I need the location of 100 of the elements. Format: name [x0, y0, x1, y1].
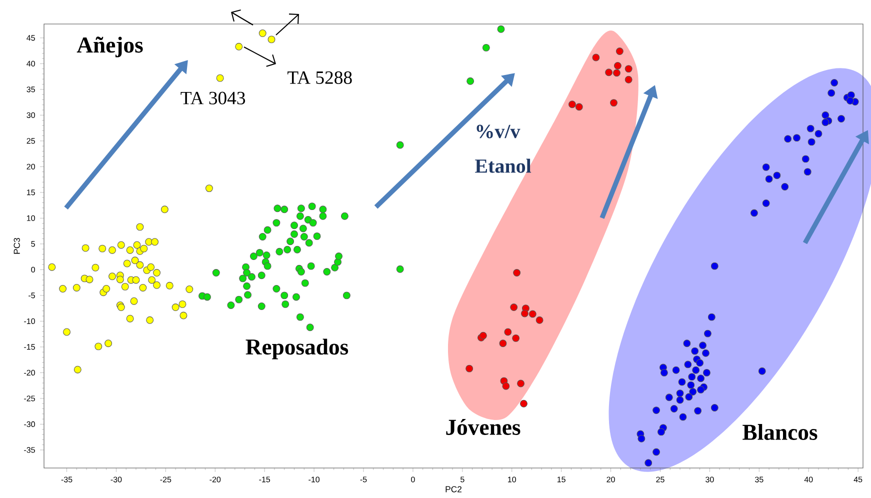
- point: [178, 300, 186, 308]
- x-tick-label: 5: [460, 476, 464, 482]
- annotation: %v/v Etanol: [475, 124, 532, 173]
- point: [568, 100, 576, 108]
- point: [605, 68, 613, 76]
- point: [116, 276, 124, 284]
- y-axis-title: PC3: [14, 238, 20, 254]
- x-tick-label: 25: [656, 476, 664, 482]
- annotation: Blancos: [742, 424, 818, 440]
- point: [94, 342, 102, 350]
- annotation: TA 5288: [288, 71, 352, 84]
- y-tick-label: 25: [26, 138, 35, 144]
- point: [268, 36, 276, 44]
- point: [148, 276, 156, 284]
- point: [151, 238, 159, 246]
- y-tick-label: 30: [26, 112, 35, 118]
- point: [132, 276, 140, 284]
- point: [186, 286, 194, 293]
- point: [575, 103, 583, 111]
- point: [126, 314, 134, 322]
- point: [180, 312, 188, 320]
- point: [624, 65, 632, 73]
- point: [258, 30, 266, 37]
- annotation: TA 3043: [180, 92, 246, 104]
- point: [592, 54, 600, 62]
- x-tick-label: -20: [210, 476, 221, 482]
- y-tick-label: 40: [26, 60, 35, 66]
- point: [513, 269, 521, 277]
- point: [528, 310, 536, 318]
- x-tick-label: -10: [308, 476, 320, 482]
- y-tick-label: -10: [24, 318, 35, 324]
- point: [147, 263, 155, 271]
- point: [616, 48, 624, 56]
- annotation: Jóvenes: [446, 419, 520, 435]
- y-tick-label: -15: [24, 344, 35, 350]
- x-tick-label: -25: [160, 476, 172, 482]
- point: [48, 263, 56, 271]
- point: [146, 316, 154, 324]
- y-tick-label: 35: [26, 86, 35, 92]
- point: [133, 241, 141, 249]
- y-tick-label: 5: [31, 241, 35, 247]
- point: [205, 184, 213, 192]
- x-tick-label: -30: [110, 476, 122, 482]
- x-tick-label: -5: [360, 476, 367, 482]
- point: [610, 99, 618, 107]
- x-tick-label: 45: [854, 476, 862, 482]
- y-tick-label: -5: [28, 292, 35, 298]
- x-tick-label: 20: [606, 476, 615, 482]
- x-tick-label: 40: [804, 476, 813, 482]
- point: [121, 282, 129, 290]
- point: [59, 285, 67, 292]
- annotation: Reposados: [246, 338, 348, 360]
- point: [172, 304, 180, 312]
- y-tick-label: -30: [24, 421, 35, 428]
- point: [126, 246, 134, 254]
- point: [104, 340, 112, 348]
- point: [123, 260, 131, 268]
- point: [72, 284, 80, 292]
- x-tick-label: 0: [411, 476, 415, 482]
- point: [510, 304, 518, 312]
- point: [517, 380, 525, 388]
- y-tick-label: -25: [24, 396, 35, 402]
- point: [153, 281, 161, 289]
- point: [153, 269, 161, 277]
- x-tick-label: 10: [508, 476, 516, 482]
- point: [108, 272, 116, 280]
- point: [136, 261, 144, 269]
- point: [131, 256, 139, 264]
- point: [98, 244, 106, 252]
- point: [499, 340, 507, 348]
- point: [614, 62, 622, 70]
- point: [160, 206, 168, 214]
- point: [466, 364, 474, 372]
- y-tick-label: 20: [26, 164, 35, 170]
- y-tick-label: -20: [24, 370, 35, 376]
- point: [624, 76, 632, 84]
- x-tick-label: 15: [557, 476, 566, 482]
- point: [108, 246, 116, 254]
- point: [136, 223, 144, 231]
- point: [117, 304, 125, 312]
- point: [139, 284, 147, 292]
- y-tick-label: 0: [31, 266, 35, 273]
- x-tick-label: 35: [755, 476, 764, 482]
- point: [102, 285, 110, 292]
- point: [612, 69, 620, 77]
- point: [117, 241, 125, 249]
- point: [74, 366, 82, 374]
- point: [166, 282, 174, 290]
- point: [536, 316, 544, 324]
- annotation: Añejos: [76, 36, 143, 58]
- x-tick-label: 30: [706, 476, 714, 482]
- point: [504, 328, 512, 336]
- point: [140, 244, 148, 252]
- x-tick-label: -15: [259, 476, 270, 482]
- y-tick-label: 15: [27, 190, 35, 196]
- point: [235, 42, 243, 50]
- point: [520, 400, 528, 408]
- point: [130, 297, 138, 305]
- point: [520, 310, 528, 318]
- point: [216, 74, 224, 82]
